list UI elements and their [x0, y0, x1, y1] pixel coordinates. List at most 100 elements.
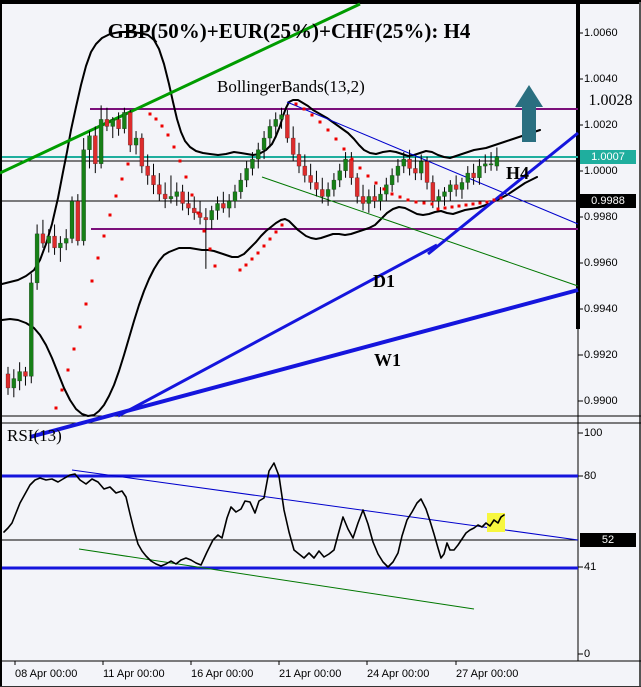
- sar-dot: [499, 196, 503, 200]
- bollinger-bands-label: BollingerBands(13,2): [217, 77, 365, 96]
- sar-dot: [213, 264, 217, 268]
- sar-dot: [78, 325, 82, 329]
- sar-dot: [84, 302, 88, 306]
- candle-up: [69, 200, 75, 239]
- sar-dot: [154, 117, 158, 121]
- time-axis-label: 27 Apr 00:00: [456, 668, 519, 680]
- candle-down: [116, 119, 121, 129]
- candle-down: [424, 161, 430, 183]
- candle-down: [320, 189, 325, 197]
- sar-dot: [160, 124, 164, 128]
- blue-thin-down: [286, 101, 579, 225]
- price-axis-label: 0.9980: [584, 211, 618, 223]
- rsi-green-trendline: [78, 548, 475, 610]
- green-major-up: [0, 2, 361, 175]
- candle-down: [23, 371, 28, 377]
- candle-up: [256, 149, 261, 160]
- sar-dot: [422, 201, 426, 205]
- candle-down: [139, 137, 145, 167]
- candle-down: [151, 175, 156, 186]
- sar-dot: [326, 128, 330, 132]
- highlighted-price-level-label: 1.0028: [588, 92, 633, 109]
- candle-down: [75, 200, 81, 242]
- price-axis-label: 1.0060: [584, 27, 618, 39]
- candle-up: [337, 170, 342, 181]
- candle-up: [133, 137, 139, 146]
- h4-trendline-label: H4: [506, 163, 530, 183]
- sar-dot: [366, 174, 370, 178]
- sar-dot: [302, 107, 306, 111]
- sar-dot: [374, 181, 378, 185]
- candle-down: [290, 137, 296, 155]
- sar-dot: [96, 256, 100, 260]
- candle-down: [285, 114, 290, 139]
- candle-up: [418, 161, 424, 174]
- sar-dot: [478, 201, 482, 205]
- rsi-axis-label: 41: [584, 561, 597, 573]
- candle-up: [81, 149, 86, 242]
- price-axis-label: 0.9920: [584, 349, 618, 361]
- sar-dot: [342, 147, 346, 151]
- sar-dot: [358, 166, 362, 170]
- rsi-indicator-label: RSI(13): [7, 426, 62, 445]
- candle-up: [226, 200, 232, 209]
- candle-up: [395, 165, 401, 176]
- candle-down: [197, 212, 203, 218]
- time-axis-label: 24 Apr 00:00: [367, 668, 430, 680]
- candle-down: [372, 196, 377, 202]
- right-border: [639, 2, 641, 687]
- candle-up: [232, 191, 238, 202]
- candle-down: [93, 135, 98, 165]
- candle-up: [488, 163, 494, 166]
- candle-up: [378, 193, 383, 202]
- sar-dot: [202, 229, 206, 233]
- sar-dot: [294, 102, 298, 106]
- candle-down: [52, 235, 57, 249]
- sar-dot: [436, 207, 440, 211]
- candle-up: [110, 119, 116, 127]
- top-border: [0, 2, 641, 4]
- price-axis-label: 1.0000: [584, 165, 618, 177]
- candle-down: [221, 203, 226, 209]
- w1-trendline: [29, 288, 579, 439]
- candle-up: [366, 196, 372, 204]
- candle-up: [267, 126, 273, 139]
- sar-dot: [318, 120, 322, 124]
- candle-up: [343, 158, 348, 172]
- sar-dot: [280, 223, 284, 227]
- candle-down: [5, 373, 11, 389]
- sar-dot: [178, 159, 182, 163]
- sar-dot: [90, 279, 94, 283]
- h4-trendline: [427, 131, 579, 256]
- sar-dot: [120, 177, 124, 181]
- sar-dot: [398, 195, 402, 199]
- candle-down: [314, 182, 319, 190]
- sar-dot: [250, 257, 254, 261]
- candle-down: [302, 165, 308, 176]
- candle-up: [209, 210, 214, 221]
- sar-dot: [54, 406, 58, 410]
- time-axis-label: 21 Apr 00:00: [279, 668, 342, 680]
- d1-trendline: [117, 243, 438, 418]
- candle-down: [157, 184, 162, 195]
- rsi-badge: 52: [580, 533, 636, 547]
- time-axis-label: 16 Apr 00:00: [191, 668, 254, 680]
- candle-up: [401, 158, 407, 167]
- candle-down: [180, 191, 185, 204]
- time-axis-label: 11 Apr 00:00: [103, 668, 165, 680]
- price-axis-label: 0.9900: [584, 395, 618, 407]
- candle-up: [273, 119, 278, 127]
- sar-dot: [382, 187, 386, 191]
- candle-down: [162, 193, 168, 200]
- candle-up: [63, 238, 69, 244]
- axis-scroll-bar: [576, 4, 580, 329]
- up-arrow-icon: [515, 85, 543, 142]
- sar-dot: [208, 247, 212, 251]
- candle-up: [477, 165, 482, 179]
- price-axis-label: 1.0020: [584, 119, 618, 131]
- sar-dot: [485, 200, 489, 204]
- candle-down: [186, 203, 191, 209]
- sar-dot: [256, 251, 260, 255]
